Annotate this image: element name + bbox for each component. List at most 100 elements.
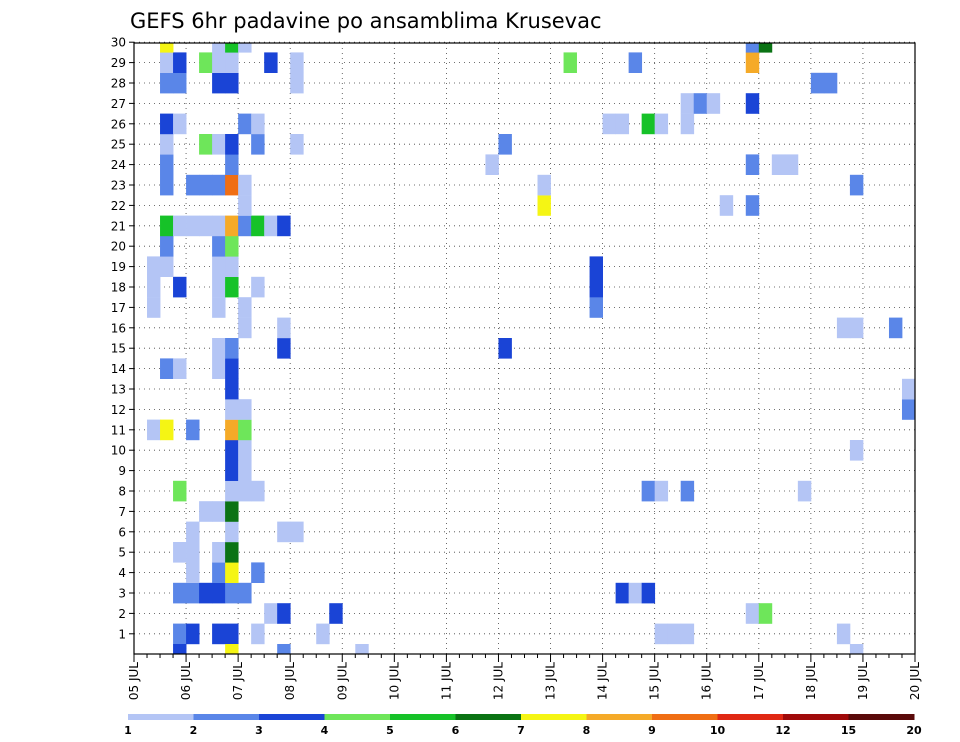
y-tick-label: 4 [118,566,126,580]
heatmap-cell [147,297,161,318]
y-tick-label: 24 [111,158,126,172]
x-tick-label: 07 JUL [231,662,245,700]
heatmap-cell [745,93,760,114]
heatmap-cell [212,43,226,53]
y-tick-label: 6 [118,525,126,539]
heatmap-cell [186,419,200,441]
heatmap-cell [225,215,239,237]
heatmap-cell [758,43,773,53]
heatmap-cell [225,501,239,522]
heatmap-cell [251,480,265,502]
heatmap-cell [628,52,643,73]
heatmap-cell [212,256,226,277]
x-tick-label: 17 JUL [752,662,766,700]
heatmap-cell [160,215,174,237]
heatmap-cell [290,52,304,73]
y-tick-label: 15 [111,342,126,356]
heatmap-cell [225,174,239,196]
color-scale-label: 7 [517,724,525,737]
heatmap-cell [719,195,734,216]
heatmap-cell [290,521,304,543]
heatmap-cell [225,154,239,175]
heatmap-cell [901,399,916,420]
heatmap-cell [225,419,239,441]
heatmap-cell [160,134,174,155]
heatmap-cell [173,113,187,135]
heatmap-cell [212,174,226,196]
heatmap-cell [680,623,695,645]
heatmap-cell [667,623,682,645]
y-tick-label: 26 [111,117,126,131]
color-scale-segment [586,714,653,720]
heatmap-cell [225,399,239,420]
color-scale-segment [193,714,260,720]
heatmap-cell [563,52,577,73]
heatmap-cell [238,174,252,196]
heatmap-cell [849,174,864,196]
heatmap-cell [589,256,603,277]
color-scale-label: 12 [775,724,790,737]
heatmap-cell [745,603,760,624]
heatmap-cell [160,72,174,94]
heatmap-cell [680,480,695,502]
x-tick-label: 16 JUL [700,662,714,700]
color-scale-label: 4 [321,724,329,737]
heatmap-cell [264,603,278,624]
heatmap-cell [706,93,721,114]
heatmap-cell [251,134,265,155]
heatmap-cell [225,256,239,277]
heatmap-cell [199,582,213,604]
heatmap-cell [251,276,265,298]
heatmap-cell [212,236,226,257]
heatmap-cell [888,317,903,339]
heatmap-cell [212,215,226,237]
y-tick-label: 13 [111,383,126,397]
heatmap-cell [641,113,656,135]
heatmap-cell [160,236,174,257]
heatmap-cell [849,317,864,339]
heatmap-cell [225,276,239,298]
heatmap-cell [277,644,291,655]
x-tick-label: 08 JUL [283,662,297,700]
heatmap-cell [615,113,630,135]
heatmap-cell [901,378,916,400]
x-tick-label: 15 JUL [648,662,662,700]
color-scale-segment [390,714,456,720]
y-tick-label: 18 [111,281,126,295]
color-scale-label: 20 [906,724,922,737]
color-scale-segment [455,714,522,720]
color-scale-segment [128,714,194,720]
heatmap-cell [329,603,343,624]
y-tick-label: 20 [111,240,126,254]
heatmap-cell [498,338,512,359]
heatmap-cell [212,338,226,359]
heatmap-cell [212,623,226,645]
heatmap-cell [277,521,291,543]
y-tick-label: 11 [111,423,126,437]
y-tick-label: 12 [111,403,126,417]
y-tick-label: 23 [111,179,126,193]
heatmap-cell [199,215,213,237]
heatmap-cell [173,644,187,655]
x-tick-label: 20 JUL [908,662,922,700]
heatmap-cell [238,419,252,441]
x-tick-label: 19 JUL [856,662,870,700]
x-tick-label: 14 JUL [596,662,610,700]
color-scale-bar: 1 2 3 4 5 6 7 8 9 10 12 15 20 [124,714,922,737]
heatmap-cell [784,154,799,175]
x-tick-label: 10 JUL [387,662,401,700]
color-scale-label: 3 [255,724,263,737]
y-tick-label: 21 [111,219,126,233]
heatmap-cell [537,195,551,216]
y-tick-label: 17 [111,301,126,315]
heatmap-cell [186,623,200,645]
heatmap-cell [537,174,551,196]
heatmap-cell [225,43,239,53]
heatmap-cell [173,52,187,73]
heatmap-cell [251,113,265,135]
heatmap-cell [238,317,252,339]
heatmap-cell [173,358,187,379]
heatmap-cell [160,52,174,73]
heatmap-cell [277,603,291,624]
y-tick-label: 16 [111,321,126,335]
